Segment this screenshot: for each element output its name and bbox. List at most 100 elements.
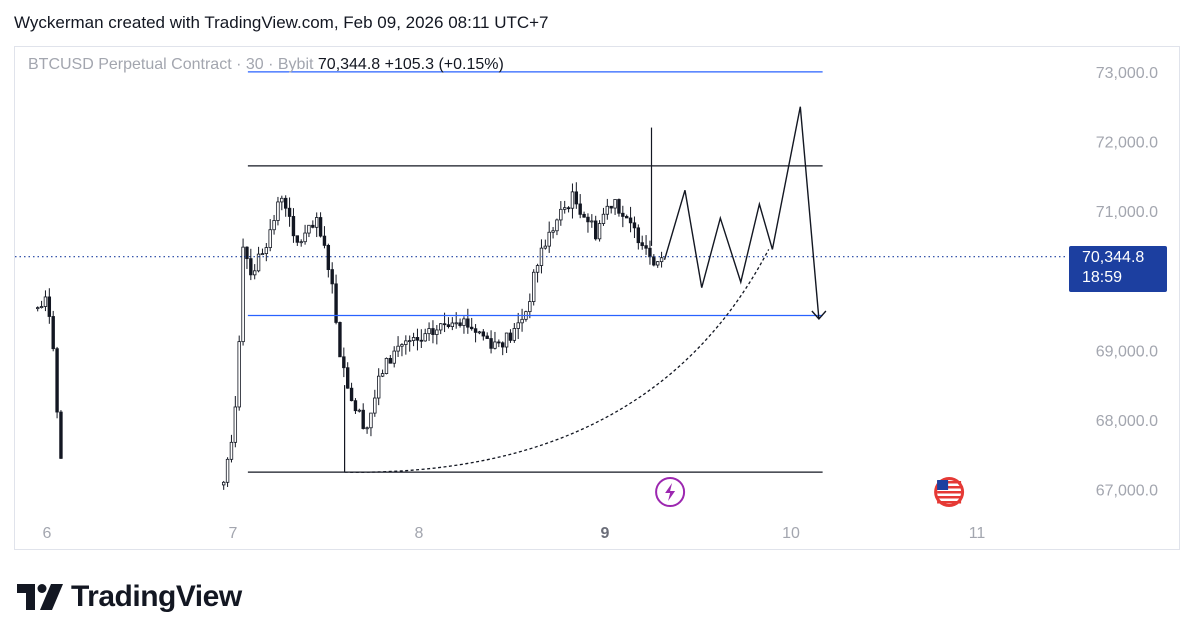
candle-bull [307, 224, 311, 234]
candle-bull [435, 329, 439, 335]
candle-bull [438, 323, 443, 331]
candle-bear [322, 235, 327, 246]
event-markers-layer [655, 477, 965, 507]
candle-bear [51, 316, 55, 350]
candle-bear [582, 213, 586, 218]
forecast-arrowhead [811, 310, 827, 321]
candle-bear [640, 242, 644, 247]
candle-bull [512, 328, 517, 341]
candle-bear [609, 205, 613, 209]
candle-bear [442, 323, 447, 326]
candle-bull [563, 207, 567, 210]
candle-bear [458, 322, 462, 326]
candle-bull [221, 481, 226, 486]
candle-bull [528, 301, 532, 313]
candle-bull [357, 409, 362, 412]
symbol-legend[interactable]: BTCUSD Perpetual Contract · 30 · Bybit 7… [28, 56, 504, 74]
chart-header-text: Wyckerman created with TradingView.com, … [14, 13, 549, 32]
candle-bear [47, 296, 52, 317]
candle-bear [291, 216, 296, 237]
candle-bull [225, 458, 230, 483]
candle-bull [423, 333, 427, 342]
candle-bull [551, 230, 555, 233]
candle-bull [427, 328, 431, 335]
candle-bear [625, 216, 629, 219]
candle-bear [632, 222, 637, 229]
candle-bull [543, 245, 548, 249]
x-axis-tick-label: 7 [229, 525, 238, 542]
candle-bull [39, 306, 44, 309]
candle-bull [260, 253, 265, 256]
candle-bull [268, 229, 272, 249]
us-flag-icon[interactable] [934, 477, 965, 507]
candle-bull [229, 441, 234, 460]
chart-frame[interactable] [14, 46, 1180, 550]
candle-bull [365, 427, 369, 430]
candle-bear [431, 328, 435, 335]
candle-bear [485, 335, 489, 339]
accumulation-curve [344, 249, 770, 473]
tradingview-logo-icon [17, 584, 63, 610]
candle-bull [555, 219, 559, 232]
candle-bull [404, 340, 408, 345]
candle-bull [43, 296, 48, 307]
candle-bull [597, 223, 602, 240]
x-axis-tick-label: 10 [782, 525, 800, 542]
candle-bull [256, 253, 261, 272]
candle-bear [249, 258, 253, 276]
candles-layer [36, 127, 664, 490]
candle-bear [500, 342, 505, 348]
candle-bear [342, 356, 346, 369]
candle-bull [605, 205, 610, 215]
candle-bear [295, 235, 300, 243]
candle-bull [493, 341, 497, 349]
candle-bear [648, 247, 652, 258]
candle-bear [578, 203, 582, 215]
candle-bear [388, 357, 393, 364]
candle-bull [532, 271, 536, 302]
candle-bull [280, 197, 284, 203]
candle-bear [473, 328, 478, 333]
bar-countdown: 18:59 [1082, 269, 1123, 286]
axis-layer: 67,000.068,000.069,000.070,000.071,000.0… [43, 65, 1159, 542]
candle-bull [462, 318, 466, 326]
candle-bull [373, 397, 377, 414]
candle-bull [411, 337, 416, 342]
candle-bull [659, 257, 664, 263]
candle-bull [384, 357, 389, 374]
tradingview-wordmark: TradingView [71, 580, 242, 613]
legend-price: 70,344.8 [317, 56, 381, 73]
legend-change: +105.3 (+0.15%) [384, 56, 504, 73]
candle-bull [303, 232, 307, 243]
candle-bear [574, 191, 579, 205]
candle-bull [314, 217, 319, 228]
candle-bear [621, 212, 625, 217]
x-axis-tick-label: 11 [969, 525, 986, 542]
candle-bear [419, 339, 424, 342]
forecast-path [663, 106, 820, 320]
candle-bull [400, 344, 404, 347]
candle-bull [380, 373, 385, 377]
symbol-name[interactable]: BTCUSD Perpetual Contract · 30 · Bybit [28, 56, 314, 73]
candle-bull [516, 322, 520, 329]
candle-bull [241, 246, 245, 343]
candle-bull [590, 220, 594, 223]
candle-bull [264, 247, 269, 255]
candle-bull [520, 318, 524, 324]
candle-bear [326, 244, 331, 270]
candle-bear [497, 341, 501, 344]
candle-bear [59, 411, 63, 459]
candle-bear [311, 224, 315, 228]
candle-bull [504, 332, 509, 348]
candle-bear [586, 216, 590, 223]
x-axis-tick-label: 8 [415, 525, 424, 542]
candle-bear [349, 387, 354, 402]
candle-bear [508, 332, 513, 341]
candle-bear [361, 409, 365, 429]
candle-bull [656, 261, 660, 266]
lightning-icon[interactable] [655, 477, 686, 507]
y-axis-tick-label: 68,000.0 [1096, 413, 1158, 430]
candle-bear [489, 338, 493, 349]
tradingview-logo[interactable]: TradingView [17, 580, 242, 614]
